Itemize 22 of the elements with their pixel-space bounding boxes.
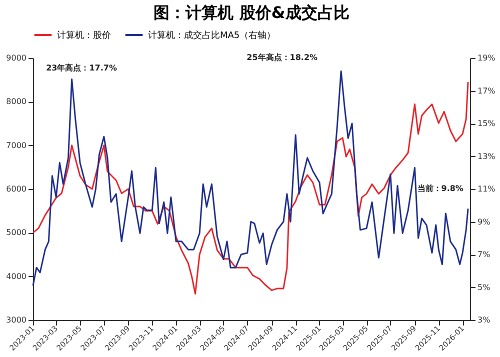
y2-tick-label: 7% (478, 250, 491, 259)
y-tick-label: 7000 (6, 140, 26, 150)
legend-label: 计算机：成交占比MA5（右轴） (148, 30, 276, 41)
annotation: 23年高点：17.7% (46, 62, 117, 72)
y2-tick-label: 9% (478, 217, 491, 226)
legend-label: 计算机：股价 (57, 30, 111, 41)
y2-tick-label: 19% (478, 54, 496, 62)
y-tick-label: 9000 (6, 54, 26, 62)
y2-tick-label: 13% (478, 152, 496, 161)
y2-tick-label: 17% (478, 86, 496, 96)
y-tick-label: 6000 (6, 184, 26, 194)
annotation: 当前：9.8% (417, 184, 464, 193)
annotation: 25年高点：18.2% (246, 52, 318, 62)
y-tick-label: 8000 (6, 97, 26, 106)
y-tick-label: 4000 (6, 272, 26, 281)
y-tick-label: 5000 (6, 228, 26, 238)
y2-tick-label: 11% (478, 184, 496, 194)
y2-tick-label: 3% (478, 316, 491, 324)
y2-tick-label: 5% (478, 282, 491, 292)
y-tick-label: 3000 (6, 316, 26, 324)
chart-title: 图：计算机 股价&成交占比 (154, 3, 350, 22)
y2-tick-label: 15% (478, 119, 496, 128)
